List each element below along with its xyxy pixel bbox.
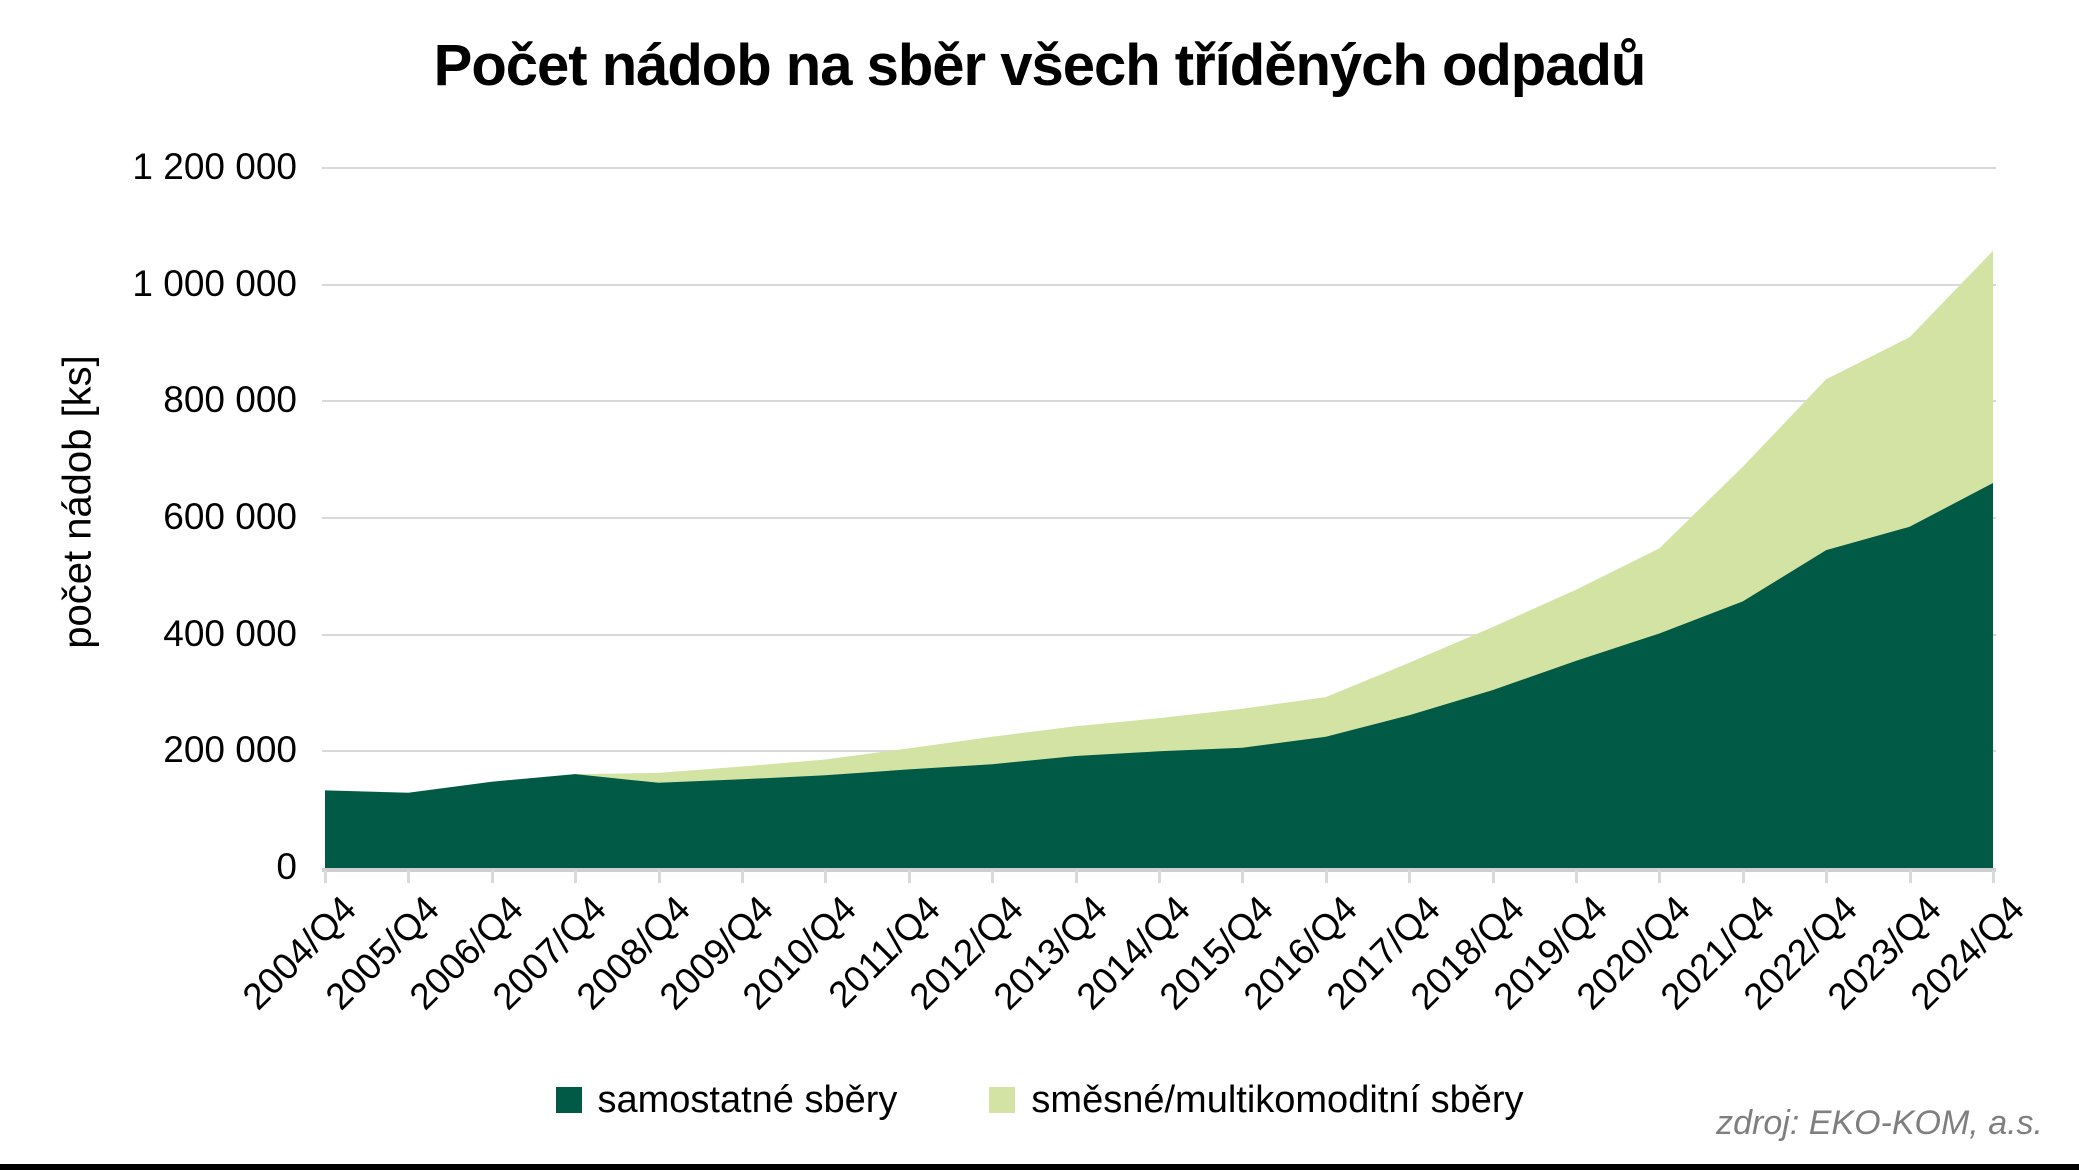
y-tick-label: 200 000 <box>163 729 297 771</box>
gridline-400000 <box>322 633 1996 636</box>
legend-item-1: směsné/multikomoditní sběry <box>989 1078 1524 1122</box>
legend-swatch <box>989 1087 1016 1113</box>
y-tick-label: 1 000 000 <box>132 262 297 304</box>
y-tick-label: 600 000 <box>163 496 297 537</box>
gridline-1000000 <box>322 283 1996 286</box>
x-tick-mark <box>1741 870 1745 883</box>
chart-title: Počet nádob na sběr všech tříděných odpa… <box>433 33 1647 98</box>
y-tick-label: 1 200 000 <box>132 146 297 187</box>
x-tick-mark <box>407 870 411 883</box>
x-tick-mark <box>741 870 744 883</box>
source-note: zdroj: EKO-KOM, a.s. <box>1716 1104 2043 1142</box>
x-tick-mark <box>1658 870 1662 883</box>
y-tick-label: 800 000 <box>163 379 297 421</box>
gridline-1200000 <box>322 167 1996 169</box>
x-tick-mark <box>824 870 828 883</box>
x-tick-mark <box>991 870 995 883</box>
x-tick-mark <box>1908 870 1912 883</box>
x-tick-mark <box>1158 870 1161 883</box>
legend-item-0: samostatné sběry <box>555 1078 898 1122</box>
legend: samostatné sběry směsné/multikomoditní sb… <box>0 1076 2079 1124</box>
x-tick-mark <box>324 870 327 883</box>
legend-label: samostatné sběry <box>597 1078 898 1121</box>
x-tick-mark <box>1324 870 1328 883</box>
x-tick-mark <box>907 870 911 883</box>
x-tick-mark <box>1241 870 1245 883</box>
area-series-0-samostatne <box>325 483 1993 868</box>
gridline-800000 <box>322 400 1996 403</box>
x-tick-mark <box>1491 870 1495 883</box>
bottom-border <box>0 1164 2079 1170</box>
y-tick-label: 0 <box>276 846 297 887</box>
legend-label: směsné/multikomoditní sběry <box>1031 1078 1524 1121</box>
legend-swatch <box>555 1087 582 1113</box>
x-tick-mark <box>574 870 578 883</box>
x-tick-mark <box>1074 870 1078 883</box>
gridline-600000 <box>322 517 1996 519</box>
x-tick-mark <box>1408 870 1412 883</box>
x-tick-mark <box>1992 870 1995 883</box>
y-tick-label: 400 000 <box>163 612 297 654</box>
x-tick-mark <box>657 870 661 883</box>
x-tick-mark <box>490 870 494 883</box>
x-tick-mark <box>1825 870 1829 883</box>
x-tick-mark <box>1575 870 1578 883</box>
